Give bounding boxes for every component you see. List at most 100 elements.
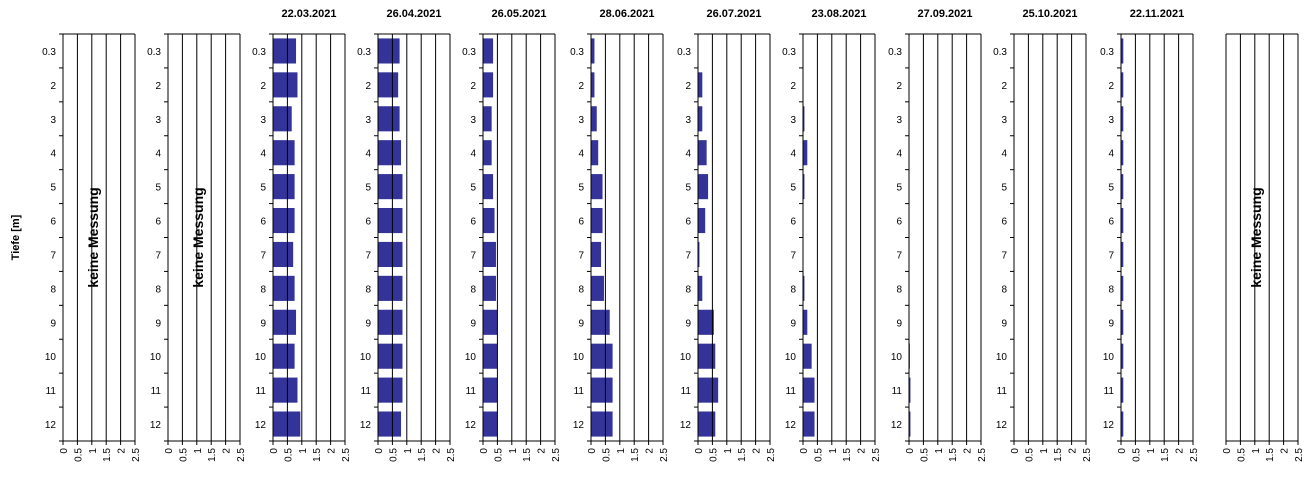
panel-11-x-tick-label-3: 1	[1146, 448, 1157, 454]
panel-11-depth-label-3: 3	[1108, 115, 1114, 126]
panel-11-depth-label-7: 7	[1108, 250, 1114, 261]
panel-8-x-tick-label-6: 2.5	[871, 448, 882, 462]
panel-7-bar-10	[698, 343, 716, 369]
panel-11-bar-5	[1121, 174, 1124, 200]
panel-3-bar-5	[273, 174, 295, 200]
panel-5-bar-10	[483, 343, 498, 369]
panel-7-x-tick-label-6: 2.5	[766, 448, 777, 462]
panel-2-depth-label-9: 9	[155, 318, 161, 329]
panel-12-x-tick-label-6: 2.5	[1294, 448, 1305, 462]
panel-9-depth-label-4: 4	[896, 149, 902, 160]
panel-4-depth-label-11: 11	[361, 386, 372, 397]
panel-4-bar-9	[378, 309, 403, 335]
panel-1-x-tick-label-6: 2.5	[131, 448, 142, 462]
panel-11-bar-8	[1121, 275, 1124, 301]
panel-10-title: 25.10.2021	[1022, 8, 1077, 20]
panel-5-depth-label-6: 6	[470, 217, 476, 228]
panel-11-depth-label-6: 6	[1108, 217, 1114, 228]
panel-12-x-tick-label-2: 0.5	[1236, 448, 1247, 462]
panel-9-depth-label-9: 9	[896, 318, 902, 329]
panel-9-depth-label-6: 6	[896, 217, 902, 228]
panel-8-depth-label-2: 2	[790, 81, 796, 92]
panel-6-bar-11	[591, 377, 613, 403]
panel-9-depth-label-3: 3	[896, 115, 902, 126]
panel-11-bar-4	[1121, 140, 1124, 166]
y-axis-label: Tiefe [m]	[10, 214, 22, 260]
panel-11-depth-label-11: 11	[1104, 386, 1115, 397]
panel-1-x-tick-label-2: 0.5	[73, 448, 84, 462]
panel-4-title: 26.04.2021	[386, 8, 441, 20]
panel-5-depth-label-11: 11	[466, 386, 477, 397]
panel-2-x-tick-label-3: 1	[193, 448, 204, 454]
panel-9-x-tick-label-2: 0.5	[919, 448, 930, 462]
panel-2-depth-label-3: 3	[155, 115, 161, 126]
panel-5-x-tick-label-4: 1.5	[522, 448, 533, 462]
panel-6-x-tick-label-6: 2.5	[659, 448, 670, 462]
panel-11-title: 22.11.2021	[1130, 8, 1184, 20]
panel-4-bar-11	[378, 377, 403, 403]
panel-7-bar-12	[698, 411, 716, 437]
panel-4-depth-label-6: 6	[365, 217, 371, 228]
panel-11-depth-label-4: 4	[1108, 149, 1114, 160]
panel-1-depth-label-6: 6	[50, 217, 56, 228]
panel-8-depth-label-9: 9	[790, 318, 796, 329]
panel-7-bar-9	[698, 309, 714, 335]
panel-3-depth-label-10: 10	[255, 352, 267, 363]
panel-8-x-tick-label-2: 0.5	[813, 448, 824, 462]
panel-11-bar-10	[1121, 343, 1124, 369]
panel-7-x-tick-label-3: 1	[723, 448, 734, 454]
panel-10-depth-label-1: 0.3	[993, 47, 1007, 58]
panel-5-bar-2	[483, 72, 494, 98]
panel-5-bar-3	[483, 106, 492, 132]
panel-6-bar-7	[591, 241, 602, 268]
panel-8-depth-label-12: 12	[785, 420, 797, 431]
panel-7-depth-label-12: 12	[680, 420, 692, 431]
panel-4-x-tick-label-2: 0.5	[388, 448, 399, 462]
panel-1-depth-label-3: 3	[50, 115, 56, 126]
panel-11-depth-label-8: 8	[1108, 284, 1114, 295]
panel-10-x-tick-label-4: 1.5	[1053, 448, 1064, 462]
panel-8-bar-11	[803, 377, 815, 403]
panel-9-x-tick-label-3: 1	[934, 448, 945, 454]
panel-7-depth-label-5: 5	[685, 183, 691, 194]
panel-5-x-tick-label-6: 2.5	[551, 448, 562, 462]
panel-5-bar-7	[483, 241, 496, 268]
panel-3-bar-4	[273, 140, 295, 166]
panel-4-depth-label-2: 2	[365, 81, 371, 92]
panel-3-bar-10	[273, 343, 295, 369]
panel-8-depth-label-10: 10	[785, 352, 797, 363]
panel-9-depth-label-5: 5	[896, 183, 902, 194]
panel-6-bar-5	[591, 174, 603, 200]
panel-9-x-tick-label-4: 1.5	[948, 448, 959, 462]
panel-6-bar-4	[591, 140, 599, 166]
panel-5-depth-label-1: 0.3	[462, 47, 476, 58]
panel-10-depth-label-10: 10	[996, 352, 1008, 363]
panel-10-depth-label-5: 5	[1001, 183, 1007, 194]
panel-1-depth-label-9: 9	[50, 318, 56, 329]
panel-10-depth-label-9: 9	[1001, 318, 1007, 329]
panel-3-bar-3	[273, 106, 292, 132]
panel-3-depth-label-9: 9	[260, 318, 266, 329]
panel-3-x-tick-label-1: 0	[269, 448, 280, 454]
panel-2-x-tick-label-2: 0.5	[178, 448, 189, 462]
panel-9-depth-label-11: 11	[892, 386, 903, 397]
panel-6-depth-label-2: 2	[578, 81, 584, 92]
panel-4-depth-label-1: 0.3	[357, 47, 371, 58]
panel-1-depth-label-4: 4	[50, 149, 56, 160]
panel-7-depth-label-8: 8	[685, 284, 691, 295]
panel-4-depth-label-10: 10	[360, 352, 372, 363]
panel-4-depth-label-5: 5	[365, 183, 371, 194]
panel-5-depth-label-8: 8	[470, 284, 476, 295]
panel-2-depth-label-10: 10	[150, 352, 162, 363]
panel-7-x-tick-label-1: 0	[694, 448, 705, 454]
panel-11-depth-label-2: 2	[1108, 81, 1114, 92]
panel-11-bar-12	[1121, 411, 1124, 437]
panel-10-x-tick-label-5: 2	[1068, 448, 1079, 454]
panel-2-depth-label-4: 4	[155, 149, 161, 160]
panel-1-no-measurement-label: keine Messung	[85, 187, 101, 287]
panel-8-depth-label-5: 5	[790, 183, 796, 194]
panel-7-bar-2	[698, 72, 703, 98]
panel-11-x-tick-label-4: 1.5	[1160, 448, 1171, 462]
panel-5-x-tick-label-1: 0	[479, 448, 490, 454]
